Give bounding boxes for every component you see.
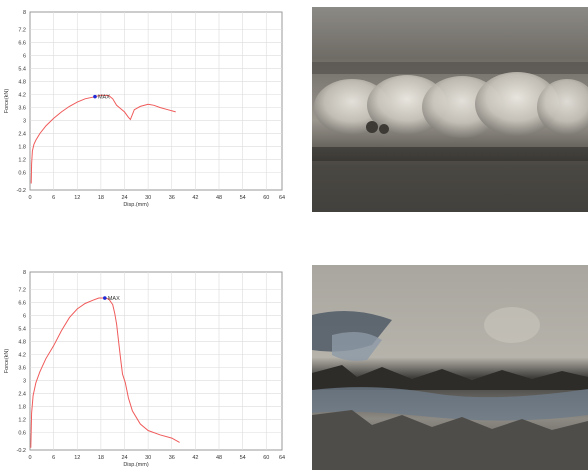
y-tick-label: 6 [23,313,26,319]
y-tick-label: 6.6 [18,40,26,46]
x-tick-label: 6 [52,195,55,201]
x-tick-label: 42 [192,195,198,201]
x-tick-label: 6 [52,455,55,461]
y-tick-label: 5.4 [18,326,26,332]
y-tick-label: 0.6 [18,431,26,437]
x-tick-label: 24 [121,455,127,461]
y-tick-label: 1.2 [18,418,26,424]
y-tick-label: 1.8 [18,145,26,151]
y-tick-label: 7.2 [18,27,26,33]
force-displacement-chart-1: 0 6 12 18 24 30 36 42 48 54 60 64 -0.2 0.6 1.2 1.8 2.4 3 3… [4,10,285,208]
x-tick-label: 54 [240,455,246,461]
x-tick-label: 24 [121,195,127,201]
x-tick-label: 60 [263,455,269,461]
plot-area [29,11,283,191]
x-tick-label: 36 [169,195,175,201]
x-tick-label: 48 [216,455,222,461]
y-tick-label: 6.6 [18,300,26,306]
max-annotation: MAX [98,95,110,101]
max-marker [103,296,107,300]
y-axis-label: Force(kN) [4,349,10,374]
x-tick-label: 64 [279,455,285,461]
series-line [30,297,180,448]
x-tick-label: 48 [216,195,222,201]
x-tick-label: 54 [240,195,246,201]
y-tick-label: -0.2 [17,448,26,454]
y-tick-label: 4.2 [18,352,26,358]
fractured-weld-specimen-photo [312,7,588,212]
y-tick-label: 1.8 [18,405,26,411]
y-tick-label: 0.6 [18,171,26,177]
y-tick-label: 2.4 [18,392,26,398]
y-tick-label: 4.2 [18,92,26,98]
y-tick-label: 6 [23,53,26,59]
y-tick-label: 3 [23,119,26,125]
x-tick-label: 18 [98,455,104,461]
series-line [30,94,176,184]
x-tick-label: 36 [169,455,175,461]
y-tick-label: 2.4 [18,132,26,138]
y-tick-label: -0.2 [17,188,26,194]
x-tick-label: 12 [74,455,80,461]
y-tick-label: 7.2 [18,287,26,293]
fractured-specimen-photo [312,265,588,470]
x-axis-label: Disp.(mm) [123,202,149,208]
x-tick-label: 0 [28,195,31,201]
plot-area [29,271,283,451]
x-tick-label: 42 [192,455,198,461]
y-tick-label: 3 [23,379,26,385]
y-tick-label: 8 [23,10,26,16]
y-tick-label: 5.4 [18,66,26,72]
max-marker [93,94,97,99]
x-tick-label: 18 [98,195,104,201]
x-tick-label: 30 [145,195,151,201]
x-tick-label: 12 [74,195,80,201]
x-axis-label: Disp.(mm) [123,462,149,468]
force-displacement-chart-2: 0 6 12 18 24 30 36 42 48 54 60 64 -0.2 0.6 1.2 1.8 2.4 3 3… [4,270,285,468]
y-tick-label: 3.6 [18,366,26,372]
x-tick-label: 30 [145,455,151,461]
y-tick-label: 4.8 [18,79,26,85]
y-tick-label: 8 [23,270,26,276]
x-tick-label: 0 [28,455,31,461]
max-annotation: MAX [108,296,120,302]
y-tick-label: 3.6 [18,106,26,112]
y-tick-label: 1.2 [18,158,26,164]
x-tick-label: 60 [263,195,269,201]
y-tick-label: 4.8 [18,339,26,345]
x-tick-label: 64 [279,195,285,201]
y-axis-label: Force(kN) [4,89,10,114]
